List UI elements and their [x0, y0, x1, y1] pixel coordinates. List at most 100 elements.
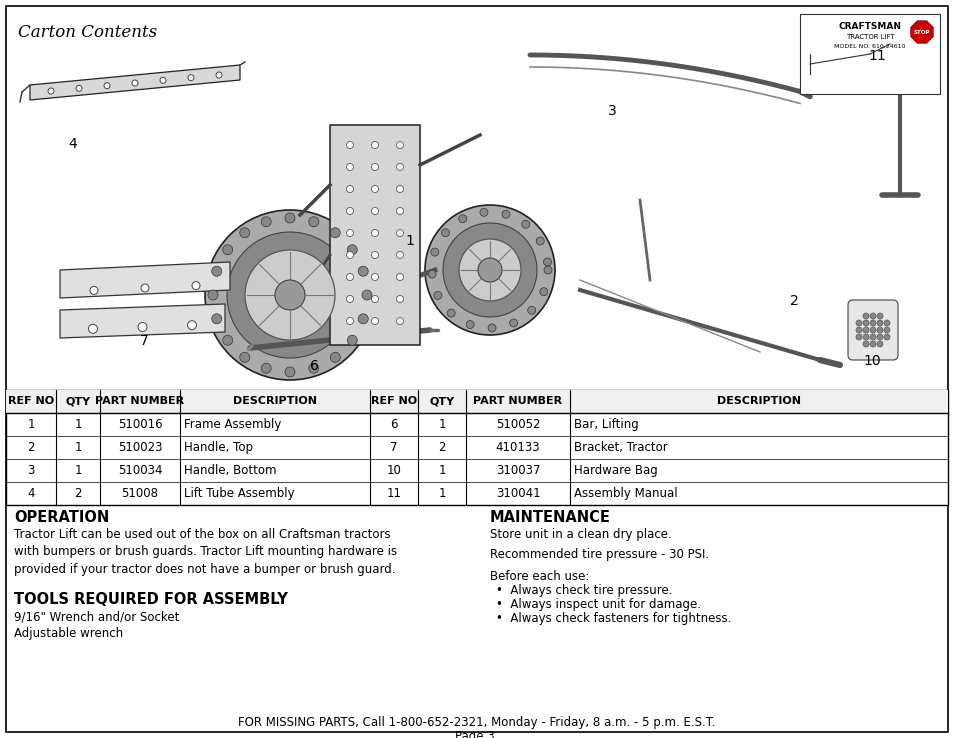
Text: 7: 7: [390, 441, 397, 454]
Circle shape: [371, 185, 378, 193]
Text: 2: 2: [789, 294, 798, 308]
Text: 2: 2: [437, 441, 445, 454]
Bar: [800, 14, 939, 94]
Text: 1: 1: [437, 418, 445, 431]
Circle shape: [212, 314, 221, 324]
Circle shape: [104, 83, 110, 89]
Text: REF NO: REF NO: [8, 396, 54, 407]
Text: 510016: 510016: [117, 418, 162, 431]
Circle shape: [138, 323, 147, 331]
Text: Carton Contents: Carton Contents: [18, 24, 157, 41]
Text: Before each use:: Before each use:: [490, 570, 589, 583]
Circle shape: [869, 327, 875, 333]
Circle shape: [371, 230, 378, 236]
Circle shape: [261, 217, 271, 227]
Circle shape: [521, 221, 529, 228]
Text: OPERATION: OPERATION: [14, 510, 110, 525]
Circle shape: [862, 320, 868, 326]
Circle shape: [346, 164, 354, 170]
Text: Bracket, Tractor: Bracket, Tractor: [574, 441, 667, 454]
Circle shape: [883, 334, 889, 340]
Text: 11: 11: [867, 49, 884, 63]
Text: 2: 2: [74, 487, 82, 500]
Text: 10: 10: [386, 464, 401, 477]
Circle shape: [192, 282, 200, 289]
Text: 310041: 310041: [496, 487, 539, 500]
Circle shape: [346, 274, 354, 280]
Circle shape: [346, 317, 354, 325]
Text: 51008: 51008: [121, 487, 158, 500]
Bar: [6, 390, 947, 413]
Circle shape: [396, 185, 403, 193]
Circle shape: [477, 258, 501, 282]
Text: 2: 2: [28, 441, 34, 454]
Circle shape: [222, 335, 233, 345]
Circle shape: [862, 313, 868, 319]
Circle shape: [239, 228, 250, 238]
Circle shape: [160, 77, 166, 83]
Text: CRAFTSMAN: CRAFTSMAN: [838, 22, 901, 31]
Circle shape: [396, 295, 403, 303]
Text: 11: 11: [386, 487, 401, 500]
Circle shape: [869, 334, 875, 340]
Circle shape: [876, 341, 882, 347]
Circle shape: [869, 341, 875, 347]
Circle shape: [90, 286, 98, 294]
Circle shape: [883, 320, 889, 326]
FancyBboxPatch shape: [847, 300, 897, 360]
Text: 1: 1: [74, 418, 82, 431]
Circle shape: [527, 306, 536, 314]
Text: 9/16" Wrench and/or Socket
Adjustable wrench: 9/16" Wrench and/or Socket Adjustable wr…: [14, 610, 179, 641]
Circle shape: [396, 164, 403, 170]
Circle shape: [285, 367, 294, 377]
Bar: [330, 125, 419, 345]
Circle shape: [539, 288, 547, 296]
Text: 310037: 310037: [496, 464, 539, 477]
Text: •  Always check fasteners for tightness.: • Always check fasteners for tightness.: [496, 612, 731, 625]
Circle shape: [458, 239, 520, 301]
Circle shape: [212, 266, 221, 276]
Text: FOR MISSING PARTS, Call 1-800-652-2321, Monday - Friday, 8 a.m. - 5 p.m. E.S.T.: FOR MISSING PARTS, Call 1-800-652-2321, …: [238, 716, 715, 729]
Text: PART NUMBER: PART NUMBER: [95, 396, 184, 407]
Text: 4: 4: [28, 487, 34, 500]
Text: 1: 1: [28, 418, 34, 431]
Text: PART NUMBER: PART NUMBER: [473, 396, 562, 407]
Circle shape: [309, 217, 318, 227]
Circle shape: [862, 327, 868, 333]
Circle shape: [434, 292, 441, 300]
Circle shape: [346, 207, 354, 215]
Circle shape: [876, 327, 882, 333]
Circle shape: [396, 207, 403, 215]
Circle shape: [371, 142, 378, 148]
Text: 1: 1: [74, 441, 82, 454]
Circle shape: [48, 88, 54, 94]
Circle shape: [358, 266, 368, 276]
Text: STOP: STOP: [913, 30, 929, 35]
Circle shape: [396, 252, 403, 258]
Circle shape: [141, 284, 149, 292]
Circle shape: [442, 223, 537, 317]
Text: 1: 1: [437, 464, 445, 477]
Text: •  Always check tire pressure.: • Always check tire pressure.: [496, 584, 672, 597]
Text: Frame Assembly: Frame Assembly: [184, 418, 281, 431]
Circle shape: [371, 295, 378, 303]
Circle shape: [447, 309, 455, 317]
Text: TOOLS REQUIRED FOR ASSEMBLY: TOOLS REQUIRED FOR ASSEMBLY: [14, 592, 288, 607]
Circle shape: [543, 258, 551, 266]
Text: 10: 10: [862, 354, 880, 368]
Circle shape: [347, 335, 357, 345]
Text: TRACTOR LIFT: TRACTOR LIFT: [844, 34, 893, 40]
Circle shape: [876, 334, 882, 340]
Text: •  Always inspect unit for damage.: • Always inspect unit for damage.: [496, 598, 700, 611]
Circle shape: [869, 313, 875, 319]
Text: 6: 6: [310, 359, 318, 373]
Circle shape: [396, 317, 403, 325]
Circle shape: [371, 207, 378, 215]
Text: Lift Tube Assembly: Lift Tube Assembly: [184, 487, 294, 500]
Circle shape: [330, 352, 340, 362]
Circle shape: [89, 324, 97, 334]
Text: 510034: 510034: [117, 464, 162, 477]
Circle shape: [371, 274, 378, 280]
Text: 1: 1: [437, 487, 445, 500]
Text: Handle, Bottom: Handle, Bottom: [184, 464, 276, 477]
